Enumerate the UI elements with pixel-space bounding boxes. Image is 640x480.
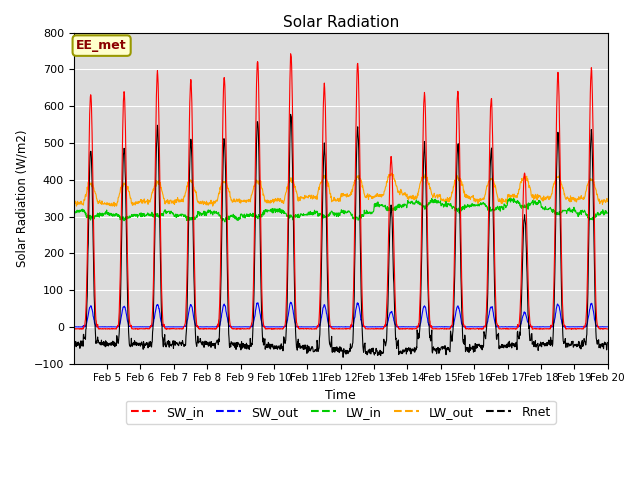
LW_out	[388, 170, 396, 176]
Rnet	[545, 337, 553, 343]
Rnet	[597, 342, 605, 348]
Y-axis label: Solar Radiation (W/m2): Solar Radiation (W/m2)	[15, 130, 28, 267]
SW_out	[70, 324, 77, 330]
SW_in	[327, 324, 335, 330]
LW_in	[597, 210, 605, 216]
LW_in	[604, 210, 611, 216]
LW_out	[154, 179, 161, 184]
Rnet	[604, 339, 611, 345]
Line: LW_out: LW_out	[74, 173, 607, 206]
SW_out	[467, 324, 474, 330]
SW_out	[597, 324, 605, 330]
SW_in	[597, 326, 605, 332]
LW_in	[221, 219, 228, 225]
SW_in	[154, 68, 161, 73]
LW_in	[153, 214, 161, 219]
Rnet	[70, 343, 77, 348]
Rnet	[467, 345, 474, 350]
SW_in	[70, 326, 77, 332]
SW_out	[317, 317, 324, 323]
LW_out	[317, 180, 324, 185]
LW_in	[545, 206, 553, 212]
SW_out	[545, 324, 553, 330]
SW_out	[604, 324, 611, 330]
SW_out	[287, 300, 294, 305]
Rnet	[153, 128, 161, 133]
LW_in	[506, 195, 514, 201]
SW_in	[545, 326, 553, 332]
SW_in	[287, 51, 294, 57]
Line: LW_in: LW_in	[74, 198, 607, 222]
Rnet	[327, 344, 335, 350]
Legend: SW_in, SW_out, LW_in, LW_out, Rnet: SW_in, SW_out, LW_in, LW_out, Rnet	[125, 401, 556, 424]
LW_out	[545, 197, 553, 203]
LW_out	[597, 199, 605, 204]
LW_in	[317, 211, 324, 217]
Rnet	[317, 309, 324, 314]
LW_out	[327, 191, 335, 196]
Rnet	[339, 354, 347, 360]
Line: SW_out: SW_out	[74, 302, 607, 327]
LW_out	[111, 204, 118, 209]
Line: SW_in: SW_in	[74, 54, 607, 329]
Text: EE_met: EE_met	[76, 39, 127, 52]
Line: Rnet: Rnet	[74, 114, 607, 357]
LW_in	[327, 211, 335, 216]
SW_in	[134, 326, 142, 332]
SW_out	[154, 301, 161, 307]
LW_out	[70, 199, 77, 204]
LW_out	[467, 194, 474, 200]
SW_in	[467, 326, 474, 332]
SW_out	[327, 324, 335, 329]
LW_in	[70, 209, 77, 215]
SW_in	[317, 254, 324, 260]
LW_in	[467, 204, 474, 209]
X-axis label: Time: Time	[325, 389, 356, 402]
Rnet	[287, 111, 294, 117]
SW_out	[70, 324, 78, 330]
SW_in	[604, 326, 611, 332]
LW_out	[604, 199, 611, 204]
Title: Solar Radiation: Solar Radiation	[282, 15, 399, 30]
